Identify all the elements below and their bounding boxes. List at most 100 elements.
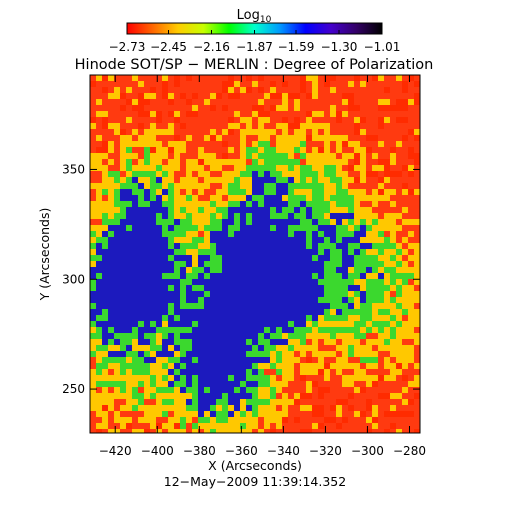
heatmap-cell	[96, 273, 102, 279]
heatmap-cell	[306, 183, 312, 189]
heatmap-cell	[282, 243, 288, 249]
heatmap-cell	[120, 129, 126, 135]
heatmap-cell	[144, 315, 150, 321]
heatmap-cell	[162, 243, 168, 249]
heatmap-cell	[222, 423, 228, 429]
heatmap-cell	[408, 99, 414, 105]
heatmap-cell	[198, 393, 204, 399]
heatmap-cell	[300, 147, 306, 153]
heatmap-cell	[96, 411, 102, 417]
heatmap-cell	[408, 357, 414, 363]
heatmap-cell	[318, 333, 324, 339]
heatmap-cell	[210, 381, 216, 387]
heatmap-cell	[126, 261, 132, 267]
heatmap-cell	[180, 345, 186, 351]
heatmap-cell	[270, 351, 276, 357]
heatmap-cell	[90, 369, 96, 375]
heatmap-cell	[276, 303, 282, 309]
heatmap-cell	[228, 357, 234, 363]
heatmap-cell	[90, 375, 96, 381]
heatmap-cell	[396, 321, 402, 327]
heatmap-cell	[120, 147, 126, 153]
heatmap-cell	[186, 231, 192, 237]
heatmap-cell	[378, 261, 384, 267]
heatmap-cell	[150, 87, 156, 93]
heatmap-cell	[396, 411, 402, 417]
heatmap-cell	[174, 225, 180, 231]
heatmap-cell	[132, 279, 138, 285]
heatmap-cell	[126, 183, 132, 189]
heatmap-cell	[330, 177, 336, 183]
heatmap-cell	[300, 345, 306, 351]
heatmap-cell	[126, 375, 132, 381]
heatmap-cell	[240, 393, 246, 399]
heatmap-cell	[300, 267, 306, 273]
heatmap-cell	[282, 261, 288, 267]
heatmap-cell	[150, 267, 156, 273]
heatmap-cell	[180, 183, 186, 189]
heatmap-cell	[102, 351, 108, 357]
heatmap-cell	[366, 303, 372, 309]
heatmap-cell	[252, 183, 258, 189]
heatmap-cell	[204, 291, 210, 297]
heatmap-cell	[252, 177, 258, 183]
heatmap-cell	[228, 213, 234, 219]
heatmap-cell	[186, 225, 192, 231]
heatmap-cell	[204, 345, 210, 351]
heatmap-cell	[96, 393, 102, 399]
heatmap-cell	[258, 255, 264, 261]
heatmap-cell	[210, 267, 216, 273]
heatmap-cell	[288, 333, 294, 339]
heatmap-cell	[186, 159, 192, 165]
heatmap-cell	[252, 147, 258, 153]
heatmap-cell	[216, 159, 222, 165]
heatmap-cell	[198, 291, 204, 297]
heatmap-cell	[354, 369, 360, 375]
heatmap-cell	[300, 297, 306, 303]
heatmap-cell	[282, 231, 288, 237]
heatmap-cell	[150, 213, 156, 219]
heatmap-cell	[372, 267, 378, 273]
heatmap-cell	[96, 429, 102, 433]
heatmap-cell	[324, 177, 330, 183]
heatmap-cell	[108, 75, 114, 81]
heatmap-cell	[204, 225, 210, 231]
heatmap-cell	[132, 285, 138, 291]
heatmap-cell	[96, 237, 102, 243]
heatmap-cell	[354, 315, 360, 321]
heatmap-cell	[348, 375, 354, 381]
heatmap-cell	[198, 279, 204, 285]
heatmap-cell	[174, 243, 180, 249]
heatmap-cell	[144, 369, 150, 375]
heatmap-cell	[372, 405, 378, 411]
heatmap-cell	[354, 255, 360, 261]
heatmap-cell	[126, 351, 132, 357]
heatmap-cell	[294, 303, 300, 309]
heatmap-cell	[264, 189, 270, 195]
heatmap-cell	[132, 273, 138, 279]
heatmap-cell	[414, 375, 420, 381]
heatmap-cell	[156, 363, 162, 369]
heatmap-cell	[390, 261, 396, 267]
heatmap-cell	[252, 243, 258, 249]
heatmap-cell	[198, 411, 204, 417]
heatmap-cell	[288, 399, 294, 405]
heatmap-cell	[264, 351, 270, 357]
heatmap-cell	[132, 321, 138, 327]
heatmap-cell	[294, 309, 300, 315]
heatmap-cell	[234, 333, 240, 339]
heatmap-cell	[144, 267, 150, 273]
heatmap-cell	[330, 111, 336, 117]
heatmap-cell	[264, 183, 270, 189]
heatmap-cell	[234, 363, 240, 369]
heatmap-cell	[282, 351, 288, 357]
heatmap-cell	[126, 291, 132, 297]
heatmap-cell	[102, 321, 108, 327]
heatmap-cell	[204, 327, 210, 333]
heatmap-cell	[342, 375, 348, 381]
heatmap-cell	[168, 225, 174, 231]
heatmap-cell	[336, 237, 342, 243]
heatmap-cell	[396, 357, 402, 363]
heatmap-cell	[126, 195, 132, 201]
heatmap-cell	[114, 345, 120, 351]
